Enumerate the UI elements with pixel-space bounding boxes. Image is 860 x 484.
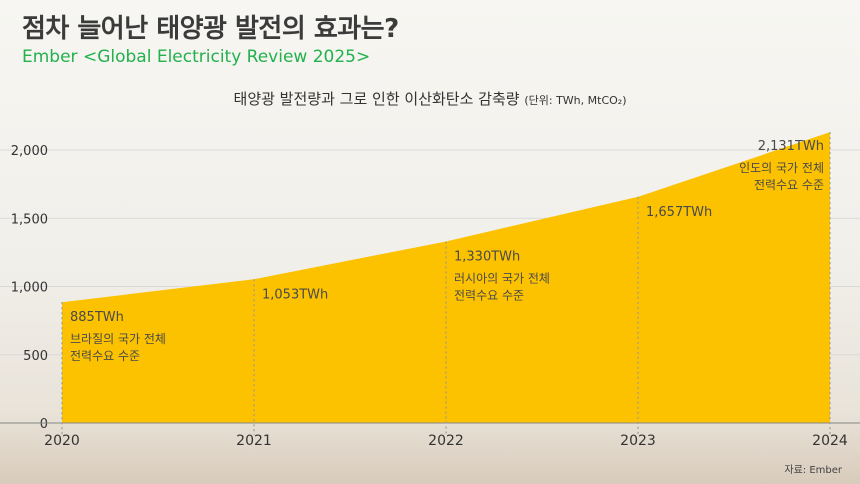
data-label: 1,330TWh [454,249,520,264]
chart-title: 태양광 발전량과 그로 인한 이산화탄소 감축량 (단위: TWh, MtCO₂… [0,88,860,109]
data-label: 885TWh [70,310,124,325]
y-tick-label: 1,500 [11,212,48,227]
data-label: 2,131TWh [758,139,824,154]
annotation-note: 브라질의 국가 전체 [70,332,166,346]
x-tick-label: 2022 [428,433,464,449]
annotation-note: 전력수요 수준 [70,349,140,363]
x-tick-label: 2020 [44,433,80,449]
annotation-note: 전력수요 수준 [454,288,524,302]
data-label: 1,053TWh [262,287,328,302]
y-tick-label: 500 [23,349,48,364]
x-tick-label: 2024 [812,433,848,449]
data-label: 1,657TWh [646,205,712,220]
page-subtitle: Ember <Global Electricity Review 2025> [22,47,371,67]
source-note: 자료: Ember [784,465,842,476]
annotation-note: 전력수요 수준 [754,178,824,192]
y-tick-label: 0 [40,417,48,432]
page-title: 점차 늘어난 태양광 발전의 효과는? [22,14,399,44]
y-tick-label: 2,000 [11,144,48,159]
annotation-note: 인도의 국가 전체 [739,161,824,175]
x-tick-label: 2021 [236,433,272,449]
chart-title-main: 태양광 발전량과 그로 인한 이산화탄소 감축량 [233,90,520,108]
x-tick-label: 2023 [620,433,656,449]
chart-title-unit: (단위: TWh, MtCO₂) [524,94,627,107]
annotation-note: 러시아의 국가 전체 [454,271,550,285]
y-tick-label: 1,000 [11,281,48,296]
